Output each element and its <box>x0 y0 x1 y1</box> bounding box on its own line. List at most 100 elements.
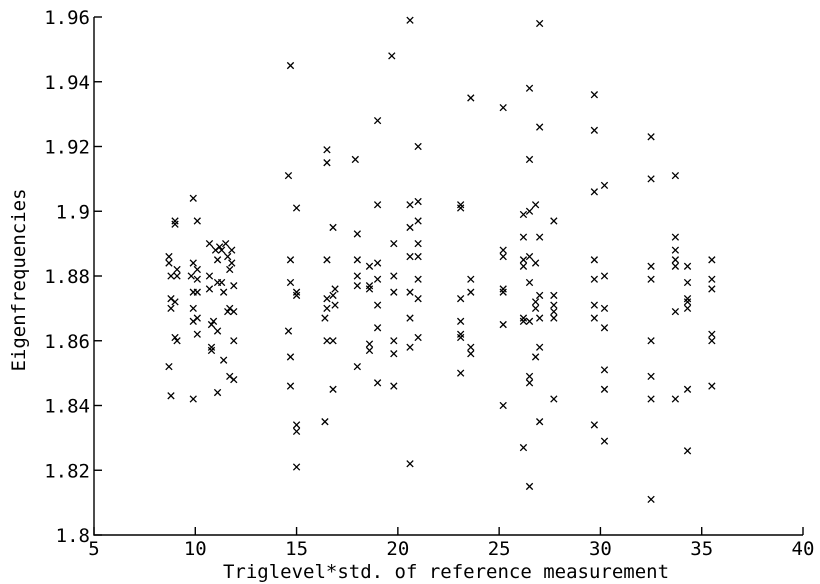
data-point-x-marker <box>331 301 339 309</box>
data-point-x-marker <box>286 382 295 390</box>
data-point-x-marker <box>600 437 609 445</box>
data-point-x-marker <box>535 233 544 241</box>
data-point-x-marker <box>373 201 382 209</box>
data-point-x-marker <box>550 301 558 309</box>
x-tick-label: 5 <box>88 538 99 560</box>
data-point-x-marker <box>414 252 422 261</box>
data-point-x-marker <box>467 94 475 102</box>
data-point-x-marker <box>406 223 414 232</box>
data-point-x-marker <box>525 372 534 381</box>
x-tick-label: 35 <box>690 538 713 560</box>
data-point-x-marker <box>193 217 201 225</box>
data-point-x-marker <box>373 275 382 283</box>
data-point-x-marker <box>519 262 528 270</box>
x-tick-label: 10 <box>184 538 207 560</box>
data-point-x-marker <box>284 171 293 180</box>
data-point-x-marker <box>193 275 201 283</box>
data-point-x-marker <box>205 272 214 280</box>
data-point-x-marker <box>219 356 228 364</box>
x-tick-label: 40 <box>792 538 815 560</box>
data-point-x-marker <box>708 285 716 293</box>
y-tick-label: 1.88 <box>44 266 90 288</box>
data-point-x-marker <box>406 314 414 322</box>
data-point-x-marker <box>600 385 609 393</box>
data-point-x-marker <box>456 204 465 212</box>
data-point-x-marker <box>292 288 301 296</box>
data-point-x-marker <box>531 259 540 267</box>
data-point-x-marker <box>519 233 528 241</box>
data-point-x-marker <box>167 304 175 313</box>
data-point-x-marker <box>467 343 475 351</box>
x-tick-label: 30 <box>589 538 612 560</box>
data-point-x-marker <box>406 343 414 351</box>
data-point-x-marker <box>414 197 422 206</box>
data-point-x-marker <box>373 116 382 125</box>
data-point-x-marker <box>230 282 238 290</box>
data-point-x-marker <box>600 272 609 280</box>
data-point-x-marker <box>550 307 558 316</box>
data-point-x-marker <box>535 19 544 28</box>
data-point-x-marker <box>286 278 295 287</box>
data-point-x-marker <box>499 285 507 293</box>
data-point-x-marker <box>590 421 599 429</box>
data-point-x-marker <box>499 103 507 112</box>
data-point-x-marker <box>230 337 238 345</box>
data-point-x-marker <box>321 314 329 322</box>
data-point-x-marker <box>390 337 398 345</box>
data-point-x-marker <box>683 298 692 306</box>
data-point-x-marker <box>683 262 692 270</box>
data-point-x-marker <box>600 181 609 190</box>
data-point-x-marker <box>519 256 528 264</box>
data-point-x-marker <box>173 272 181 280</box>
data-point-x-marker <box>230 307 238 316</box>
data-point-x-marker <box>390 272 398 280</box>
data-point-x-marker <box>683 295 692 303</box>
y-tick-label: 1.94 <box>44 72 90 94</box>
data-point-x-marker <box>414 239 422 248</box>
data-point-x-marker <box>284 327 293 335</box>
data-point-x-marker <box>215 243 224 251</box>
data-point-x-marker <box>189 259 197 267</box>
data-point-x-marker <box>365 282 374 290</box>
data-point-x-marker <box>671 395 680 403</box>
data-point-x-marker <box>207 343 216 351</box>
data-point-x-marker <box>499 320 507 329</box>
data-point-x-marker <box>519 317 528 325</box>
data-point-x-marker <box>189 194 197 202</box>
data-point-x-marker <box>193 330 201 338</box>
data-point-x-marker <box>406 288 414 296</box>
data-point-x-marker <box>671 307 680 316</box>
x-tick-label: 15 <box>285 538 308 560</box>
data-point-x-marker <box>590 275 599 283</box>
data-point-x-marker <box>708 337 716 345</box>
data-point-x-marker <box>205 285 214 293</box>
data-point-x-marker <box>456 333 465 342</box>
data-point-x-marker <box>647 372 655 381</box>
data-point-x-marker <box>525 482 534 491</box>
data-point-x-marker <box>671 262 680 270</box>
data-point-x-marker <box>525 278 534 287</box>
data-point-x-marker <box>414 275 422 283</box>
data-point-x-marker <box>647 262 655 270</box>
data-point-x-marker <box>323 146 331 154</box>
data-point-x-marker <box>167 272 175 280</box>
data-point-x-marker <box>414 333 422 342</box>
data-point-x-marker <box>590 91 599 99</box>
data-point-x-marker <box>365 346 374 355</box>
data-point-x-marker <box>165 362 173 371</box>
data-point-x-marker <box>525 207 534 215</box>
data-point-x-marker <box>213 327 222 335</box>
data-point-x-marker <box>708 256 716 264</box>
data-point-x-marker <box>353 272 362 280</box>
data-point-x-marker <box>217 246 226 254</box>
data-point-x-marker <box>222 239 230 248</box>
data-point-x-marker <box>525 84 534 92</box>
data-point-x-marker <box>519 314 528 322</box>
data-point-x-marker <box>189 395 197 403</box>
data-point-x-marker <box>171 298 179 306</box>
data-point-x-marker <box>323 159 331 167</box>
data-point-x-marker <box>499 288 507 296</box>
y-tick-label: 1.92 <box>44 137 90 159</box>
data-point-x-marker <box>708 275 716 283</box>
data-point-x-marker <box>228 246 236 254</box>
